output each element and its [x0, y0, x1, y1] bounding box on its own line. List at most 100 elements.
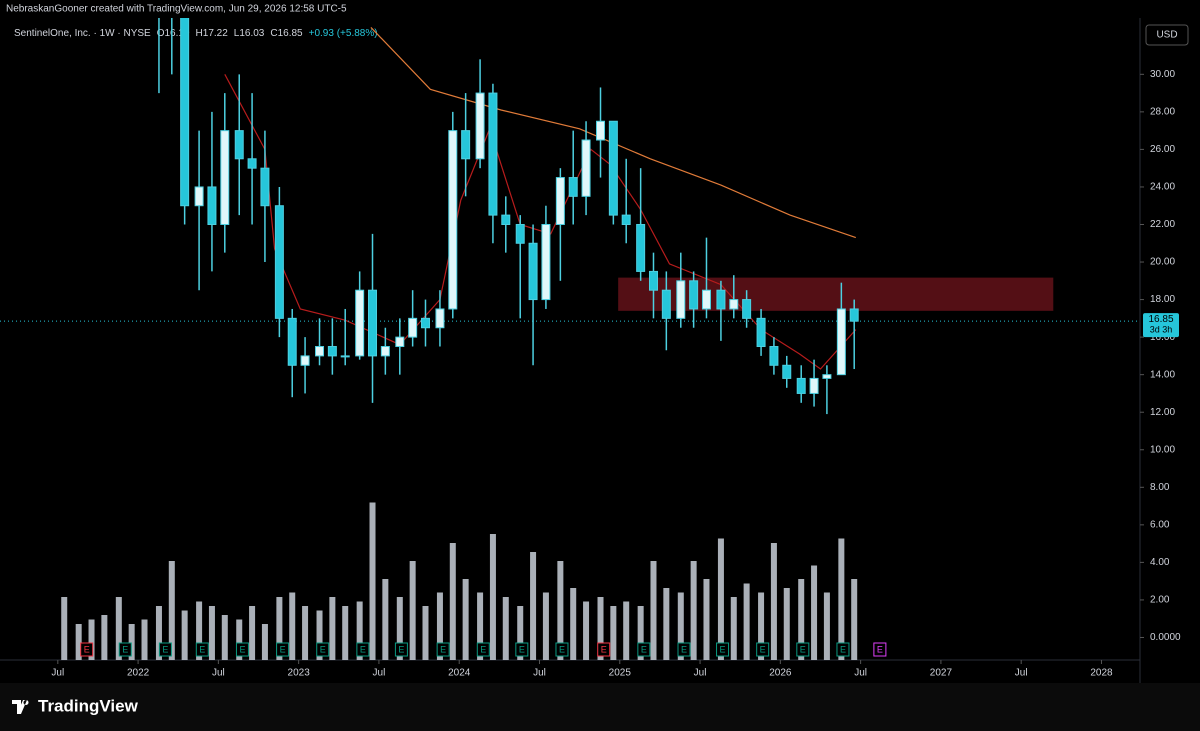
x-tick-label: Jul [694, 668, 707, 679]
x-tick-label: 2026 [769, 668, 792, 679]
volume-bar [677, 592, 684, 660]
volume-bar [236, 619, 243, 660]
volume-bar [477, 592, 484, 660]
candle-body [701, 289, 711, 310]
candle-body [408, 317, 418, 338]
volume-bar [436, 592, 443, 660]
volume-bar [302, 606, 309, 660]
logo-icon [12, 700, 29, 714]
volume-bar [823, 592, 830, 660]
volume-bar [489, 534, 496, 660]
y-tick-label: 20.00 [1150, 257, 1175, 268]
symbol: SentinelOne, Inc. · 1W · NYSE [14, 28, 151, 39]
volume-bar [851, 579, 858, 660]
candle-body [541, 223, 551, 301]
currency-button[interactable] [1145, 24, 1189, 46]
volume-bar [101, 615, 108, 660]
earnings-label: E [681, 644, 687, 654]
earnings-marker [836, 642, 850, 657]
earnings-marker [716, 642, 730, 657]
candle-body [287, 317, 297, 366]
candle-body [581, 139, 591, 197]
earnings-marker [597, 642, 611, 657]
candle-body [515, 223, 525, 244]
candle-body [796, 377, 806, 394]
x-tick-label: Jul [1015, 668, 1028, 679]
volume-bar [88, 619, 95, 660]
earnings-marker [118, 642, 132, 657]
candle-body [608, 120, 618, 216]
volume-bar [838, 538, 845, 660]
volume-bar [356, 601, 363, 660]
volume-bar [249, 606, 256, 660]
earnings-marker [677, 642, 691, 657]
earnings-label: E [239, 644, 245, 654]
candle-body [621, 214, 631, 225]
earnings-marker [356, 642, 370, 657]
earnings-label: E [84, 644, 90, 654]
earnings-label: E [800, 644, 806, 654]
logo [12, 700, 29, 714]
volume-bar [128, 624, 135, 660]
volume-bar [798, 579, 805, 660]
volume-bar [369, 502, 376, 660]
candle-body [742, 299, 752, 319]
ohlc: L16.03 [234, 28, 265, 39]
candle-body [661, 289, 671, 319]
ohlc: C16.85 [270, 28, 303, 39]
volume-bar [717, 538, 724, 660]
earnings-label: E [199, 644, 205, 654]
header: NebraskanGooner created with TradingView… [6, 4, 347, 15]
candle-body [676, 280, 686, 319]
volume-bar [637, 606, 644, 660]
earnings-label: E [320, 644, 326, 654]
volume-bar [690, 561, 697, 660]
candle-body [782, 364, 792, 379]
earnings-label: E [122, 644, 128, 654]
candle-body [340, 355, 350, 358]
earnings-marker [873, 642, 887, 657]
currency[interactable]: USD [1156, 30, 1177, 41]
volume-bar [597, 597, 604, 660]
candle-body [300, 355, 310, 366]
earnings-label: E [877, 644, 883, 654]
price-tag-label: 16.85 [1148, 314, 1173, 325]
candle-body [461, 130, 471, 160]
candle-body [636, 223, 646, 272]
volume-bar [141, 619, 148, 660]
earnings-label: E [760, 644, 766, 654]
volume-bar [155, 606, 162, 660]
volume-bar [610, 606, 617, 660]
earnings-label: E [559, 644, 565, 654]
x-tick-label: Jul [533, 668, 546, 679]
candle-body [836, 308, 846, 376]
footer [0, 683, 1200, 731]
volume-bar [730, 597, 737, 660]
y-tick-label: 18.00 [1150, 294, 1175, 305]
y-tick-label: 8.00 [1150, 482, 1170, 493]
volume-bar [783, 588, 790, 660]
change: +0.93 (+5.88%) [309, 28, 378, 39]
volume-bar [623, 601, 630, 660]
volume-bar [342, 606, 349, 660]
volume-bar [422, 606, 429, 660]
y-tick-label: 6.00 [1150, 519, 1170, 530]
y-tick-label: 14.00 [1150, 369, 1175, 380]
volume-bar [557, 561, 564, 660]
x-tick-label: 2023 [288, 668, 311, 679]
earnings-marker [515, 642, 529, 657]
candle-body [380, 346, 390, 357]
volume-bar [289, 592, 296, 660]
volume-bar [517, 606, 524, 660]
ohlc: O16.19 [157, 28, 190, 39]
volume-bar [583, 601, 590, 660]
volume-bar [570, 588, 577, 660]
candle-body [327, 346, 337, 357]
volume-bar [703, 579, 710, 660]
earnings-label: E [398, 644, 404, 654]
brand: TradingView [38, 696, 139, 715]
countdown: 3d 3h [1150, 325, 1173, 335]
earnings-marker [276, 642, 290, 657]
earnings-marker [436, 642, 450, 657]
